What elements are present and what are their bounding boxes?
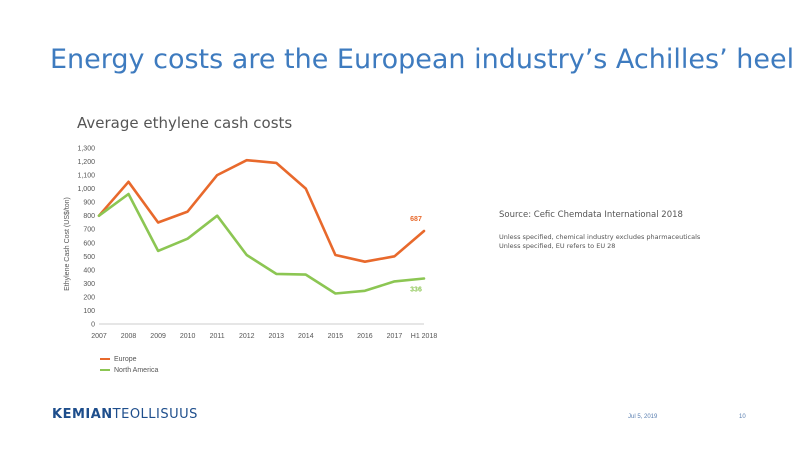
x-tick-label: 2011 (210, 333, 225, 340)
y-tick-label: 600 (83, 240, 95, 247)
y-tick-label: 800 (83, 213, 95, 220)
note-eu28: Unless specified, EU refers to EU 28 (499, 242, 616, 250)
end-labels: 687 336 (410, 216, 422, 294)
footer-page-number: 10 (739, 414, 746, 420)
chart-title: Average ethylene cash costs (77, 114, 293, 132)
source-text: Source: Cefic Chemdata International 201… (499, 210, 683, 220)
y-tick-label: 300 (83, 281, 95, 288)
legend-swatch-north-america (100, 368, 110, 372)
x-tick-label: 2008 (121, 333, 137, 340)
legend-label-europe: Europe (114, 356, 137, 363)
x-tick-label: 2009 (150, 333, 166, 340)
x-tick-label: 2007 (91, 333, 107, 340)
y-tick-labels: 0 100 200 300 400 500 600 700 800 900 1,000 1,100 1,… (77, 146, 95, 329)
y-tick-label: 700 (83, 227, 95, 234)
y-tick-label: 1,200 (77, 159, 95, 166)
series-line-europe (97, 158, 426, 264)
y-tick-label: 1,100 (77, 173, 95, 180)
kemianteollisuus-logo: KEMIANTEOLLISUUS (52, 407, 198, 422)
logo-rest-text: TEOLLISUUS (112, 407, 198, 422)
x-tick-label: 2010 (180, 333, 196, 340)
x-tick-label: H1 2018 (411, 333, 438, 340)
legend-swatch-europe (100, 357, 110, 361)
legend-label-north-america: North America (114, 367, 159, 374)
y-tick-label: 400 (83, 267, 95, 274)
source-block: Source: Cefic Chemdata International 201… (499, 210, 700, 251)
note-pharmaceuticals: Unless specified, chemical industry excl… (499, 233, 701, 241)
end-value-label: 687 (410, 216, 422, 223)
y-axis-label: Ethylene Cash Cost (US$/ton) (64, 197, 71, 291)
y-tick-label: 0 (91, 322, 95, 329)
end-value-label: 336 (410, 287, 422, 294)
x-tick-label: 2012 (239, 333, 255, 340)
y-tick-label: 200 (83, 294, 95, 301)
x-tick-labels: 2007 2008 2009 2010 2011 2012 2013 2014 2015 2016… (91, 333, 437, 340)
y-tick-label: 100 (83, 308, 95, 315)
x-tick-label: 2017 (387, 333, 403, 340)
y-tick-label: 900 (83, 200, 95, 207)
y-tick-label: 1,000 (77, 186, 95, 193)
y-tick-label: 500 (83, 254, 95, 261)
series-lines (97, 158, 426, 295)
legend-item-north-america: North America (100, 367, 158, 374)
logo-bold-text: KEMIAN (52, 407, 113, 422)
legend-item-europe: Europe (100, 356, 137, 363)
x-tick-label: 2014 (298, 333, 314, 340)
slide-title: Energy costs are the European industry’s… (50, 44, 795, 75)
series-line-north-america (97, 192, 426, 295)
footer-date: Jul 5, 2019 (628, 414, 658, 420)
y-tick-label: 1,300 (77, 146, 95, 153)
x-tick-label: 2016 (357, 333, 373, 340)
x-tick-label: 2013 (268, 333, 284, 340)
x-tick-label: 2015 (328, 333, 344, 340)
